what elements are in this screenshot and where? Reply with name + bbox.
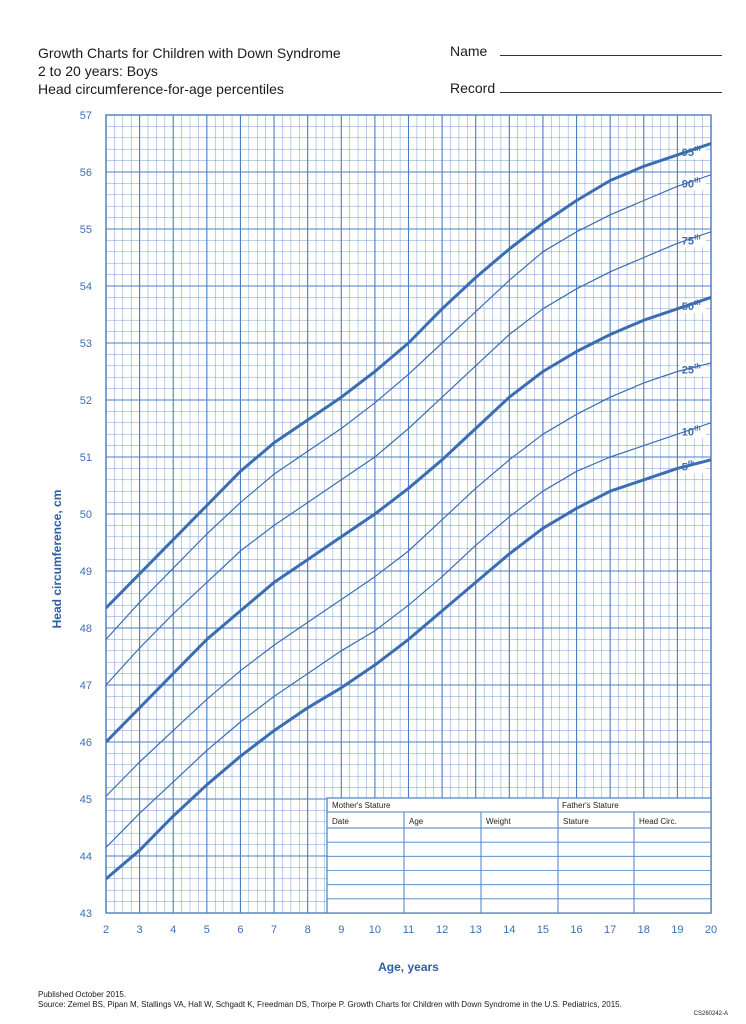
x-tick-label: 17 [604,924,616,936]
name-field[interactable] [500,54,722,56]
x-tick-label: 12 [436,924,448,936]
source-note: Source: Zemel BS, Pipan M, Stallings VA,… [38,1000,622,1009]
x-tick-label: 4 [170,924,176,936]
y-tick-label: 48 [80,623,92,635]
x-tick-label: 14 [503,924,515,936]
record-table-column-header: Head Circ. [639,817,677,826]
y-tick-label: 50 [80,509,92,521]
record-table-column-header: Weight [486,817,512,826]
y-tick-label: 53 [80,338,92,350]
x-tick-label: 9 [338,924,344,936]
y-tick-label: 47 [80,680,92,692]
percentile-label-50th: 50th [682,300,701,313]
y-axis-label: Head circumference, cm [50,490,64,629]
x-tick-label: 11 [403,924,414,936]
y-tick-label: 52 [80,395,92,407]
record-table-box [326,797,712,914]
x-tick-label: 6 [237,924,243,936]
x-tick-label: 3 [137,924,143,936]
y-tick-label: 51 [80,452,92,464]
y-tick-label: 43 [80,908,92,920]
x-tick-label: 2 [103,924,109,936]
record-table-column-header: Age [409,817,424,826]
percentile-label-75th: 75th [682,234,701,247]
x-tick-label: 7 [271,924,277,936]
y-tick-label: 45 [80,794,92,806]
y-tick-label: 57 [80,110,92,122]
x-tick-label: 18 [638,924,650,936]
percentile-label-bg [679,424,706,439]
percentile-curve-75th [106,231,711,686]
record-field[interactable] [500,91,722,93]
published-note: Published October 2015. [38,990,127,999]
percentile-label-90th: 90th [682,177,701,190]
x-tick-label: 20 [705,924,717,936]
percentile-curve-90th [106,174,711,640]
x-tick-label: 13 [470,924,482,936]
x-tick-label: 5 [204,924,210,936]
percentile-label-95th: 95th [682,146,701,159]
x-tick-label: 19 [671,924,683,936]
percentile-label-10th: 10th [682,425,701,438]
percentile-label-25th: 25th [682,363,701,376]
percentile-curve-95th [106,142,711,610]
y-tick-label: 54 [80,281,92,293]
record-table-column-header: Date [332,817,349,826]
percentile-label-bg [679,176,706,191]
x-tick-label: 15 [537,924,549,936]
percentile-label-5th: 5th [682,460,695,473]
percentile-curve-25th [106,362,711,797]
name-label: Name [450,43,488,59]
record-table: Mother's Stature Father's Stature Date Age W… [326,797,712,914]
record-table-column-header: Stature [563,817,589,826]
y-tick-label: 56 [80,167,92,179]
y-tick-label: 44 [80,851,92,863]
document-code: CS260242-A [693,1011,728,1017]
chart-subtitle-age-sex: 2 to 20 years: Boys [38,63,158,79]
x-axis-label: Age, years [378,960,439,974]
chart-subtitle-measure: Head circumference-for-age percentiles [38,81,284,97]
y-tick-label: 49 [80,566,92,578]
chart-title: Growth Charts for Children with Down Syn… [38,45,341,61]
percentile-curve-50th [106,295,711,744]
record-label: Record [450,80,496,96]
x-tick-label: 8 [305,924,311,936]
x-tick-label: 16 [570,924,582,936]
x-tick-label: 10 [369,924,381,936]
record-table-group-header: Mother's Stature [332,801,391,810]
record-table-group-header: Father's Stature [562,801,619,810]
percentile-label-bg [679,233,706,248]
y-tick-label: 55 [80,224,92,236]
percentile-curve-10th [106,422,711,848]
percentile-curve-5th [106,458,711,880]
y-tick-label: 46 [80,737,92,749]
